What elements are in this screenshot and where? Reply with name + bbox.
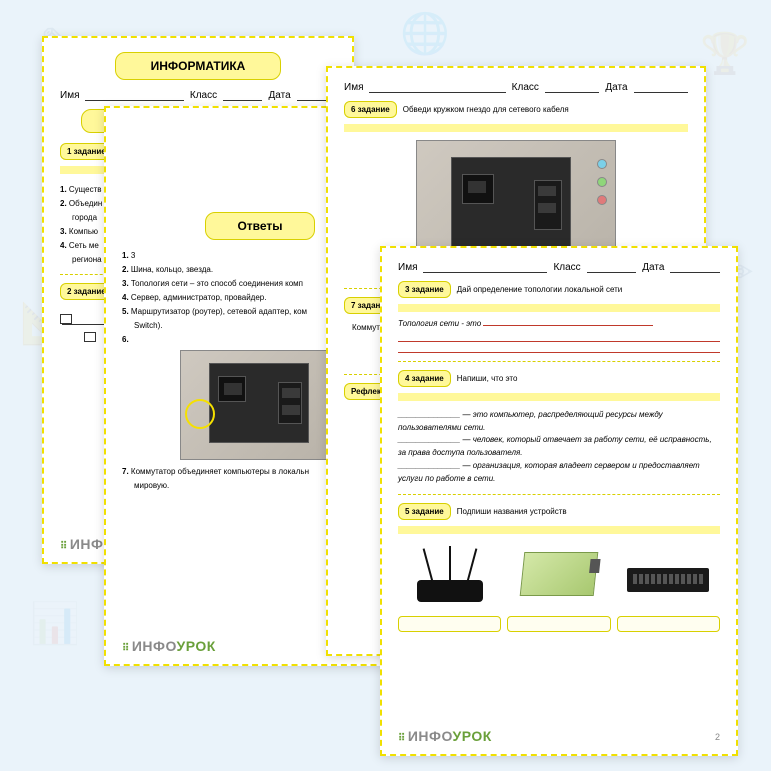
def-line-3: ______________ — организация, которая вл… <box>398 460 720 486</box>
fill-line <box>483 318 653 326</box>
task-4-row: 4 задание Напиши, что это <box>398 370 720 387</box>
devices-row <box>398 540 720 610</box>
task-3-tag: 3 задание <box>398 281 451 298</box>
motherboard-panel-circled <box>180 350 340 460</box>
task-6-desc: Обведи кружком гнездо для сетевого кабел… <box>403 105 688 114</box>
topology-prompt: Топология сети - это <box>398 318 720 331</box>
stripe <box>398 304 720 312</box>
answer-slot <box>617 616 720 632</box>
task-6-tag: 6 задание <box>344 101 397 118</box>
answer-slots <box>398 616 720 632</box>
def-line-2: ______________ — человек, который отвеча… <box>398 434 720 460</box>
stripe <box>398 526 720 534</box>
ethernet-circle-mark <box>185 399 215 429</box>
task-3-row: 3 задание Дай определение топологии лока… <box>398 281 720 298</box>
task-4-desc: Напиши, что это <box>457 374 720 383</box>
task-6-row: 6 задание Обведи кружком гнездо для сете… <box>344 101 688 118</box>
separator <box>398 494 720 495</box>
label-class: Класс <box>190 90 217 101</box>
stripe <box>398 393 720 401</box>
task-4-tag: 4 задание <box>398 370 451 387</box>
answer-slot <box>398 616 501 632</box>
def-line-1: ______________ — это компьютер, распреде… <box>398 409 720 435</box>
device-router <box>405 540 495 610</box>
answers-banner: Ответы <box>205 212 315 240</box>
fill-line <box>398 334 720 342</box>
task-5-desc: Подпиши названия устройств <box>457 507 720 516</box>
task-5-tag: 5 задание <box>398 503 451 520</box>
name-class-date-row: Имя Класс Дата <box>344 82 688 93</box>
worksheet-page-4: Имя Класс Дата 3 задание Дай определение… <box>380 246 738 756</box>
task-5-row: 5 задание Подпиши названия устройств <box>398 503 720 520</box>
brand-logo: ⠿ИНФОУРОК <box>122 638 216 654</box>
page-number: 2 <box>715 732 720 742</box>
name-class-date-row: Имя Класс Дата <box>60 90 336 101</box>
separator <box>398 361 720 362</box>
label-name: Имя <box>60 90 79 101</box>
brand-logo: ⠿ИНФОУРОК <box>398 728 492 744</box>
stripe <box>344 124 688 132</box>
answer-slot <box>507 616 610 632</box>
device-switch <box>623 540 713 610</box>
blank-class <box>223 90 262 101</box>
device-nic <box>514 540 604 610</box>
label-date: Дата <box>268 90 290 101</box>
subject-banner: ИНФОРМАТИКА <box>115 52 281 80</box>
blank-name <box>85 90 183 101</box>
fill-line <box>398 345 720 353</box>
name-class-date-row: Имя Класс Дата <box>398 262 720 273</box>
task-3-desc: Дай определение топологии локальной сети <box>457 285 720 294</box>
